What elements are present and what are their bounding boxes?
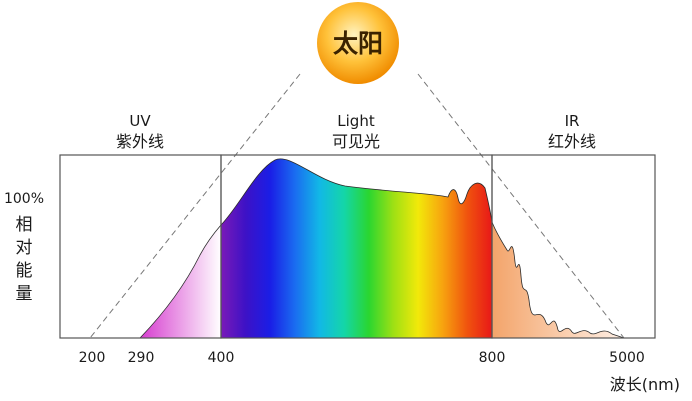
x-tick-800: 800	[479, 350, 506, 366]
uv-label-en: UV	[129, 112, 151, 130]
y-axis-char: 对	[16, 238, 33, 258]
uv-spectrum-area	[140, 225, 221, 338]
light-label-cn: 可见光	[332, 132, 380, 151]
ir-spectrum-area	[492, 222, 624, 338]
y-axis-char: 能	[16, 261, 33, 281]
sun-circle	[317, 2, 399, 84]
x-tick-5000: 5000	[609, 350, 645, 366]
ir-region-box	[491, 154, 656, 339]
right-guide-line	[417, 73, 625, 339]
y-axis-value: 100%	[4, 191, 44, 207]
x-axis-label: 波长(nm)	[610, 375, 680, 394]
x-tick-290: 290	[128, 350, 155, 366]
y-axis-char: 量	[16, 284, 33, 304]
sun-label: 太阳	[333, 29, 383, 58]
x-tick-200: 200	[79, 350, 106, 366]
visible-spectrum-area	[221, 158, 492, 338]
ir-label-cn: 红外线	[548, 132, 596, 151]
ir-label-en: IR	[565, 112, 580, 130]
y-axis-char: 相	[16, 215, 33, 235]
spectrum-curve	[139, 158, 625, 339]
uv-label-cn: 紫外线	[116, 132, 164, 151]
x-tick-400: 400	[208, 350, 235, 366]
left-guide-line	[89, 73, 301, 339]
light-label-en: Light	[337, 112, 375, 130]
